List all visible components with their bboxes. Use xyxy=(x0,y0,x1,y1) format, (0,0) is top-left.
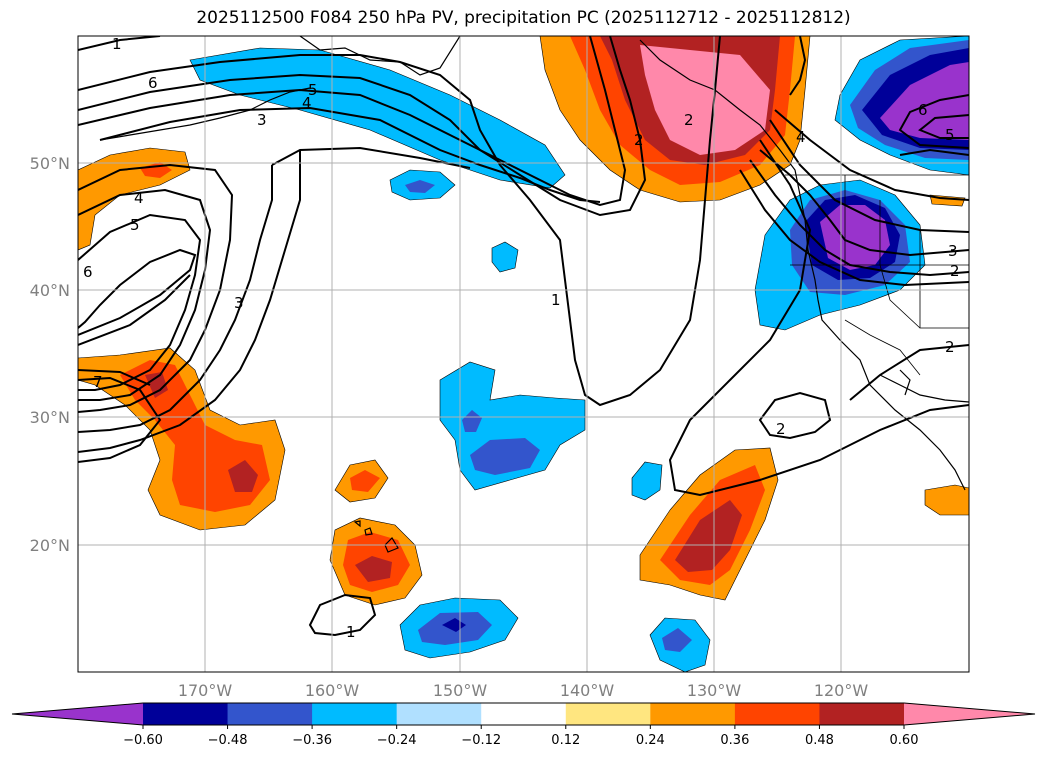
colorbar-segment xyxy=(819,703,905,725)
lon-label: 150°W xyxy=(433,681,488,700)
contour-labels: 1 6 5 4 3 4 5 6 3 7 1 2 4 2 6 5 3 2 2 2 … xyxy=(83,35,960,641)
gridlines xyxy=(78,36,969,672)
precip-positive-hawaii xyxy=(329,459,423,606)
contour-label: 3 xyxy=(257,111,267,129)
contour-label: 6 xyxy=(918,101,928,119)
colorbar-tick-label: −0.12 xyxy=(461,733,501,748)
colorbar-tick-label: −0.60 xyxy=(123,733,163,748)
colorbar-tick-label: −0.48 xyxy=(208,733,248,748)
contour-label: 5 xyxy=(308,81,318,99)
pv-contours xyxy=(78,36,969,637)
colorbar-tick-label: 0.48 xyxy=(805,733,834,748)
contour-label: 2 xyxy=(945,338,955,356)
precip-negative-northeast xyxy=(834,36,969,176)
contour-label: 4 xyxy=(134,189,144,207)
map-title: 2025112500 F084 250 hPa PV, precipitatio… xyxy=(196,8,851,28)
contour-label: 2 xyxy=(634,131,644,149)
contour-label: 3 xyxy=(948,242,958,260)
lat-label: 20°N xyxy=(30,536,70,555)
precip-negative-central xyxy=(439,361,663,501)
contour-label: 6 xyxy=(83,263,93,281)
precip-negative-south xyxy=(399,597,711,672)
colorbar-segment xyxy=(650,703,736,725)
longitude-labels: 170°W 160°W 150°W 140°W 130°W 120°W xyxy=(178,681,869,700)
precip-positive-southeast xyxy=(639,447,969,601)
contour-label: 2 xyxy=(776,420,786,438)
colorbar-tick-label: 0.12 xyxy=(551,733,580,748)
precip-positive-north xyxy=(539,36,811,203)
lon-label: 140°W xyxy=(560,681,615,700)
lat-label: 40°N xyxy=(30,281,70,300)
precip-positive-southwest xyxy=(78,347,286,531)
contour-label: 6 xyxy=(148,74,158,92)
colorbar-tick-label: 0.60 xyxy=(890,733,919,748)
colorbar-tick-label: −0.36 xyxy=(292,733,332,748)
colorbar-segment xyxy=(227,703,313,725)
lat-label: 50°N xyxy=(30,154,70,173)
colorbar-segment xyxy=(312,703,398,725)
latitude-labels: 50°N 40°N 30°N 20°N xyxy=(30,154,70,555)
map-frame xyxy=(77,35,970,673)
colorbar-segment xyxy=(565,703,651,725)
contour-label: 2 xyxy=(950,262,960,280)
contour-label: 2 xyxy=(684,111,694,129)
colorbar-tick-label: 0.36 xyxy=(720,733,749,748)
contour-label: 4 xyxy=(302,94,312,112)
contour-label: 1 xyxy=(346,623,356,641)
borders xyxy=(785,174,969,376)
colorbar-segment xyxy=(481,703,567,725)
precip-negative-alaska xyxy=(189,47,566,189)
contour-label: 7 xyxy=(93,373,103,391)
contour-label: 5 xyxy=(130,216,140,234)
colorbar-tick-label: −0.24 xyxy=(377,733,417,748)
contour-label: 3 xyxy=(234,294,244,312)
lon-label: 160°W xyxy=(305,681,360,700)
colorbar-extend-left xyxy=(12,703,143,725)
map-canvas: 1 6 5 4 3 4 5 6 3 7 1 2 4 2 6 5 3 2 2 2 … xyxy=(78,35,969,672)
contour-label: 4 xyxy=(796,128,806,146)
lon-label: 130°W xyxy=(687,681,742,700)
colorbar-segment xyxy=(396,703,482,725)
contour-label: 1 xyxy=(551,291,561,309)
colorbar-tick-label: 0.24 xyxy=(636,733,665,748)
colorbar: −0.60 −0.48 −0.36 −0.24 −0.12 0.12 0.24 0.36 0.4… xyxy=(11,702,1036,748)
contour-label: 5 xyxy=(945,126,955,144)
colorbar-segment xyxy=(143,703,229,725)
precip-small-blobs xyxy=(78,147,966,273)
lon-label: 170°W xyxy=(178,681,233,700)
lon-label: 120°W xyxy=(814,681,869,700)
contour-label: 1 xyxy=(112,35,122,53)
lat-label: 30°N xyxy=(30,408,70,427)
colorbar-segment xyxy=(734,703,820,725)
colorbar-extend-right xyxy=(904,703,1035,725)
